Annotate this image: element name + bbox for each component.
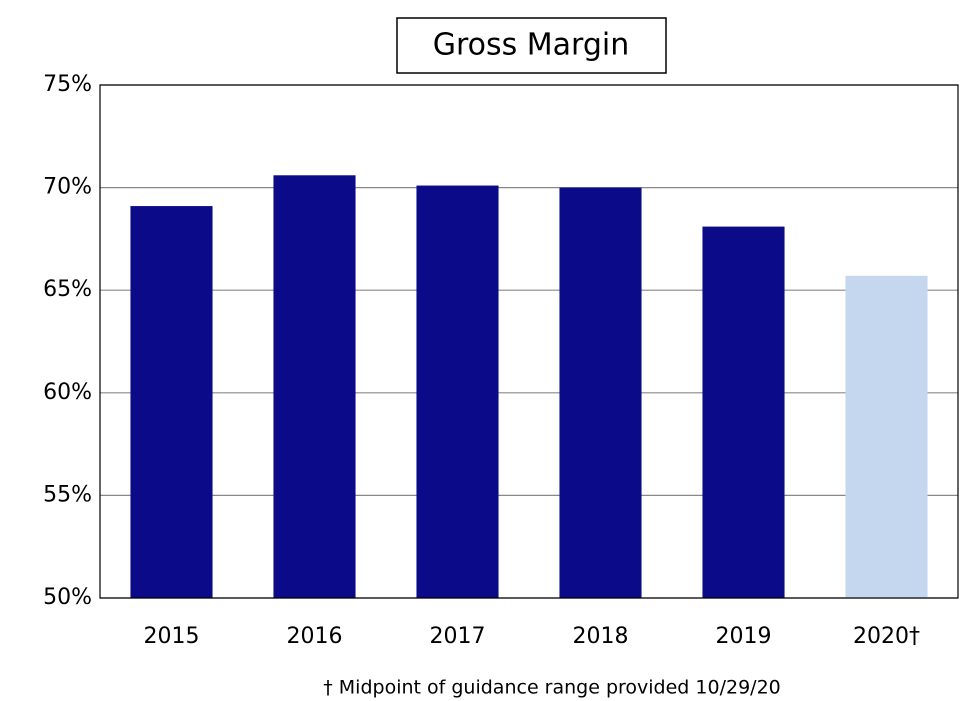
x-tick-label: 2015 xyxy=(144,624,200,649)
footnote: † Midpoint of guidance range provided 10… xyxy=(323,677,781,699)
x-tick-label: 2016 xyxy=(287,624,343,649)
bar xyxy=(130,206,213,598)
x-tick-label: 2017 xyxy=(430,624,486,649)
plot-border xyxy=(99,84,959,599)
y-tick-label: 70% xyxy=(43,175,92,200)
bar xyxy=(845,275,928,598)
bar xyxy=(559,187,642,598)
y-tick-label: 60% xyxy=(43,380,92,405)
x-tick-label: 2019 xyxy=(716,624,772,649)
chart-title: Gross Margin xyxy=(433,28,630,63)
bar xyxy=(273,175,356,598)
x-tick-label: 2020† xyxy=(853,624,920,649)
x-tick-label: 2018 xyxy=(573,624,629,649)
y-tick-label: 75% xyxy=(43,72,92,97)
y-tick-label: 50% xyxy=(43,585,92,610)
y-tick-label: 55% xyxy=(43,482,92,507)
bar xyxy=(702,226,785,598)
y-tick-label: 65% xyxy=(43,277,92,302)
title-box xyxy=(396,17,667,74)
bar xyxy=(416,185,499,598)
